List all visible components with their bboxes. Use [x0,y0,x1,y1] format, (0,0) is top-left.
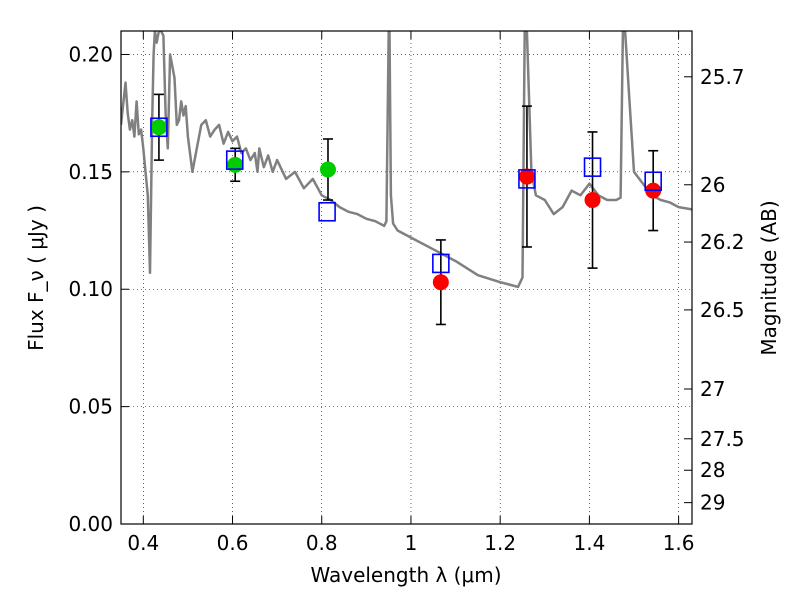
data-point [227,156,244,173]
model-square-point [150,117,168,138]
model-square-point [518,169,536,189]
model-square-point [225,150,244,170]
model-square-point [644,171,662,192]
y-tick-label: 0.05 [68,395,113,419]
model-square-point [432,253,450,274]
right-tick-label: 26.2 [700,230,745,254]
data-point [518,168,535,185]
right-tick-label: 27.5 [700,427,745,451]
model-square-point [583,157,602,177]
spectrum-line [121,31,692,289]
x-tick-label: 1.2 [484,531,516,555]
x-tick-label: 0.6 [217,531,249,555]
x-tick-label: 0.4 [127,531,159,555]
data-point [319,161,336,178]
x-tick-label: 1.6 [663,531,695,555]
x-tick-label: 1.4 [573,531,605,555]
y-tick-label: 0.00 [68,512,113,536]
data-point [150,119,167,136]
y-tick-label: 0.20 [68,42,113,66]
right-tick-label: 26.5 [700,298,745,322]
y-axis-ticks: 0.00 0.05 0.10 0.15 0.20 [68,42,129,536]
plot-background [121,31,692,524]
model-markers [150,117,662,274]
right-tick-label: 26 [700,173,725,197]
data-point [584,192,601,209]
y-tick-label: 0.15 [68,160,113,184]
y-axis-title: Flux F_ν ( μJy ) [24,205,48,351]
y-tick-label: 0.10 [68,277,113,301]
x-axis-ticks: 0.4 0.6 0.8 1 1.2 1.4 1.6 [127,31,695,555]
x-axis-title: Wavelength λ (μm) [310,563,501,587]
right-axis-title: Magnitude (AB) [757,200,781,355]
data-point [432,274,449,291]
model-square-point [318,201,336,222]
right-tick-label: 29 [700,491,725,515]
right-tick-label: 28 [700,458,725,482]
plot-frame [120,30,693,525]
template-spectrum [121,31,692,289]
data-markers [150,119,662,291]
x-tick-label: 0.8 [306,531,338,555]
right-axis-ticks: 25.7 26 26.2 26.5 27 27.5 28 29 [684,65,745,515]
right-tick-label: 25.7 [700,65,745,89]
right-tick-label: 27 [700,377,725,401]
x-tick-label: 1 [405,531,418,555]
